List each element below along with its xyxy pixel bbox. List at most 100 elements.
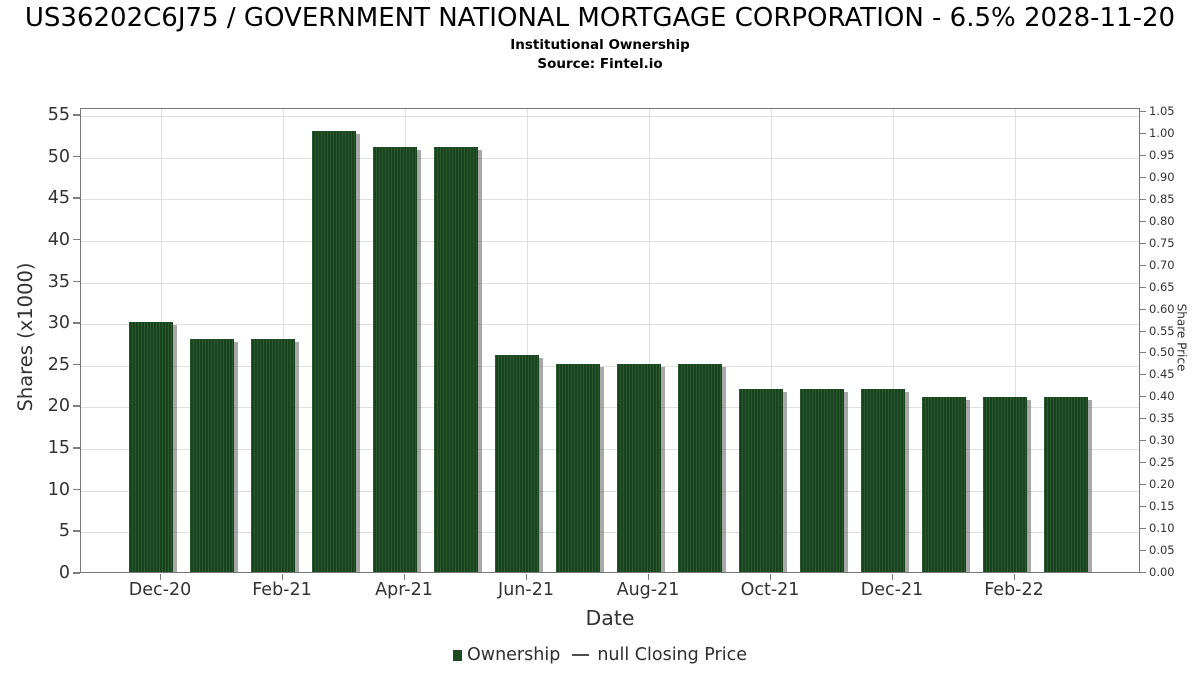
y-axis-tick-label-left: 25 xyxy=(47,354,70,375)
y-axis-tick-right xyxy=(1140,242,1146,244)
y-axis-tick-left xyxy=(73,238,80,241)
y-axis-tick-label-right: 0.95 xyxy=(1149,147,1175,162)
y-axis-tick-label-right: 1.00 xyxy=(1149,125,1175,140)
y-axis-tick-left xyxy=(73,280,80,283)
x-axis-tick xyxy=(282,574,283,580)
y-axis-tick-label-right: 0.55 xyxy=(1149,323,1175,338)
ownership-bar xyxy=(800,389,844,572)
chart-source-attribution: Source: Fintel.io xyxy=(537,56,663,72)
ownership-bar xyxy=(922,397,966,572)
legend: Ownership null Closing Price xyxy=(0,643,1200,667)
y-axis-tick-label-left: 55 xyxy=(47,105,70,125)
gridline-horizontal xyxy=(81,199,1139,201)
x-axis-tick-label: Aug-21 xyxy=(616,580,680,600)
y-axis-tick-left xyxy=(73,405,80,407)
x-axis-tick xyxy=(770,574,771,580)
x-axis-tick xyxy=(648,574,649,580)
y-axis-tick-label-left: 15 xyxy=(47,438,70,459)
y-axis-tick-left xyxy=(73,155,80,158)
ownership-bar xyxy=(495,355,539,572)
ownership-bar xyxy=(739,389,783,572)
y-axis-tick-label-right: 1.05 xyxy=(1149,104,1175,118)
x-axis-tick-label: Dec-20 xyxy=(128,580,192,600)
y-axis-tick-label-left: 20 xyxy=(47,396,70,417)
y-axis-tick-left xyxy=(73,572,80,574)
y-axis-tick-right xyxy=(1140,154,1146,156)
y-axis-tick-right xyxy=(1140,308,1146,310)
gridline-horizontal xyxy=(81,407,1139,409)
ownership-bar xyxy=(190,339,234,572)
x-axis-tick-label: Jun-21 xyxy=(498,580,554,600)
ownership-bar xyxy=(251,339,295,572)
y-axis-tick-left xyxy=(73,447,80,449)
ownership-bar xyxy=(617,364,661,572)
y-axis-tick-left xyxy=(73,197,80,199)
ownership-bar xyxy=(556,364,600,572)
y-axis-tick-right xyxy=(1140,572,1146,573)
y-axis-tick-right xyxy=(1140,352,1146,354)
gridline-vertical xyxy=(1015,109,1016,572)
y-axis-tick-label-left: 40 xyxy=(47,229,70,250)
y-axis-tick-right xyxy=(1140,132,1146,134)
gridline-horizontal xyxy=(81,240,1139,242)
ownership-bar xyxy=(1044,397,1088,572)
x-axis-tick xyxy=(1014,574,1015,580)
y-axis-tick-label-right: 0.35 xyxy=(1149,411,1175,426)
y-axis-tick-right xyxy=(1140,374,1146,376)
x-axis-tick-label: Oct-21 xyxy=(740,580,800,600)
y-axis-tick-right xyxy=(1140,220,1146,222)
y-axis-tick-right xyxy=(1140,440,1146,442)
y-axis-tick-right xyxy=(1140,418,1146,420)
y-axis-tick-label-left: 5 xyxy=(58,521,70,542)
y-axis-tick-left xyxy=(73,530,80,532)
closing-price-line-icon xyxy=(572,653,590,657)
y-axis-tick-label-right: 0.15 xyxy=(1149,499,1175,514)
y-axis-tick-label-right: 0.05 xyxy=(1149,543,1175,558)
gridline-horizontal xyxy=(81,490,1139,492)
x-axis-tick-label: Feb-22 xyxy=(984,580,1044,600)
x-axis-tick xyxy=(892,574,893,580)
plot-area xyxy=(80,108,1140,573)
y-axis-tick-label-left: 50 xyxy=(47,146,70,167)
y-axis-tick-label-right: 0.50 xyxy=(1149,345,1175,360)
y-axis-tick-right xyxy=(1140,330,1146,332)
x-axis-tick-label: Apr-21 xyxy=(375,580,433,600)
y-axis-tick-label-right: 0.70 xyxy=(1149,257,1175,272)
ownership-bar xyxy=(129,322,173,572)
legend-label-closing-price: null Closing Price xyxy=(597,645,748,665)
y-axis-tick-label-right: 0.00 xyxy=(1149,565,1175,579)
y-axis-tick-label-right: 0.60 xyxy=(1149,301,1175,316)
gridline-horizontal xyxy=(81,282,1139,284)
y-axis-tick-label-left: 30 xyxy=(47,313,70,334)
ownership-bar xyxy=(434,147,478,572)
y-axis-tick-right xyxy=(1140,484,1146,486)
x-axis-title: Date xyxy=(585,606,635,630)
ownership-bar xyxy=(312,131,356,572)
x-axis-tick xyxy=(160,574,161,580)
y-axis-tick-label-right: 0.90 xyxy=(1149,169,1175,184)
y-axis-tick-right xyxy=(1140,264,1146,266)
y-axis-tick-label-left: 10 xyxy=(47,479,70,500)
gridline-horizontal xyxy=(81,532,1139,534)
y-axis-tick-left xyxy=(73,322,80,324)
gridline-horizontal xyxy=(81,365,1139,367)
gridline-horizontal xyxy=(81,449,1139,451)
y-axis-tick-label-right: 0.65 xyxy=(1149,279,1175,294)
y-axis-tick-label-right: 0.30 xyxy=(1149,433,1175,448)
y-axis-tick-label-left: 45 xyxy=(47,188,70,209)
y-axis-tick-left xyxy=(73,363,80,366)
y-axis-tick-label-right: 0.40 xyxy=(1149,389,1175,404)
title-block: US36202C6J75 / GOVERNMENT NATIONAL MORTG… xyxy=(0,2,1200,72)
gridline-vertical xyxy=(649,109,650,572)
y-axis-tick-label-left: 0 xyxy=(58,563,70,583)
gridline-horizontal xyxy=(81,157,1139,159)
y-axis-tick-right xyxy=(1140,528,1146,530)
y-axis-tick-right xyxy=(1140,550,1146,552)
y-axis-tick-label-right: 0.85 xyxy=(1149,191,1175,206)
gridline-vertical xyxy=(527,109,528,572)
gridline-horizontal xyxy=(81,324,1139,326)
y-axis-tick-label-right: 0.80 xyxy=(1149,213,1175,228)
y-axis-tick-right xyxy=(1140,176,1146,178)
y-axis-tick-right xyxy=(1140,396,1146,398)
